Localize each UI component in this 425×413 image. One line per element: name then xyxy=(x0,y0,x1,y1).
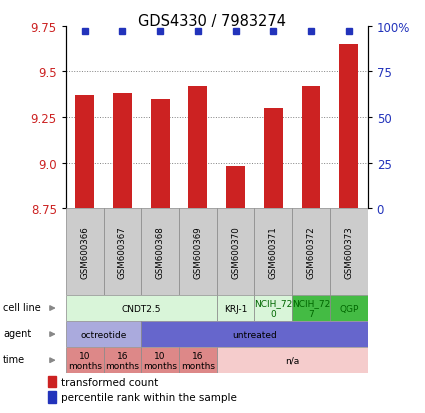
Bar xyxy=(330,295,368,321)
Text: GSM600366: GSM600366 xyxy=(80,225,89,278)
Bar xyxy=(141,209,179,295)
Text: 10
months: 10 months xyxy=(143,351,177,370)
Bar xyxy=(104,209,141,295)
Bar xyxy=(66,209,104,295)
Bar xyxy=(48,376,56,387)
Bar xyxy=(151,100,170,209)
Bar xyxy=(217,295,255,321)
Bar xyxy=(66,347,104,373)
Text: octreotide: octreotide xyxy=(80,330,127,339)
Bar xyxy=(264,109,283,209)
Bar xyxy=(141,321,368,347)
Text: GSM600370: GSM600370 xyxy=(231,225,240,278)
Text: NCIH_72
7: NCIH_72 7 xyxy=(292,299,330,318)
Text: percentile rank within the sample: percentile rank within the sample xyxy=(61,392,237,402)
Bar xyxy=(66,321,141,347)
Bar xyxy=(188,87,207,209)
Text: agent: agent xyxy=(3,328,31,338)
Bar xyxy=(179,347,217,373)
Bar xyxy=(179,209,217,295)
Text: CNDT2.5: CNDT2.5 xyxy=(122,304,161,313)
Bar xyxy=(113,94,132,209)
Bar xyxy=(217,209,255,295)
Bar xyxy=(48,391,56,403)
Bar xyxy=(302,87,320,209)
Text: GDS4330 / 7983274: GDS4330 / 7983274 xyxy=(139,14,286,29)
Bar xyxy=(141,347,179,373)
Bar xyxy=(330,209,368,295)
Text: time: time xyxy=(3,354,25,364)
Bar xyxy=(75,96,94,209)
Text: GSM600373: GSM600373 xyxy=(344,225,353,278)
Bar xyxy=(104,347,141,373)
Text: 16
months: 16 months xyxy=(181,351,215,370)
Text: GSM600369: GSM600369 xyxy=(193,225,202,278)
Text: NCIH_72
0: NCIH_72 0 xyxy=(254,299,292,318)
Bar xyxy=(255,295,292,321)
Text: GSM600367: GSM600367 xyxy=(118,225,127,278)
Bar xyxy=(292,209,330,295)
Bar xyxy=(217,347,368,373)
Text: GSM600368: GSM600368 xyxy=(156,225,164,278)
Text: KRJ-1: KRJ-1 xyxy=(224,304,247,313)
Bar xyxy=(255,209,292,295)
Text: cell line: cell line xyxy=(3,302,41,312)
Bar xyxy=(226,167,245,209)
Text: QGP: QGP xyxy=(339,304,358,313)
Bar xyxy=(339,45,358,209)
Text: transformed count: transformed count xyxy=(61,377,158,387)
Text: n/a: n/a xyxy=(285,356,299,365)
Bar xyxy=(66,295,217,321)
Text: untreated: untreated xyxy=(232,330,277,339)
Text: 16
months: 16 months xyxy=(105,351,139,370)
Bar xyxy=(292,295,330,321)
Text: GSM600371: GSM600371 xyxy=(269,225,278,278)
Text: GSM600372: GSM600372 xyxy=(306,225,315,278)
Text: 10
months: 10 months xyxy=(68,351,102,370)
